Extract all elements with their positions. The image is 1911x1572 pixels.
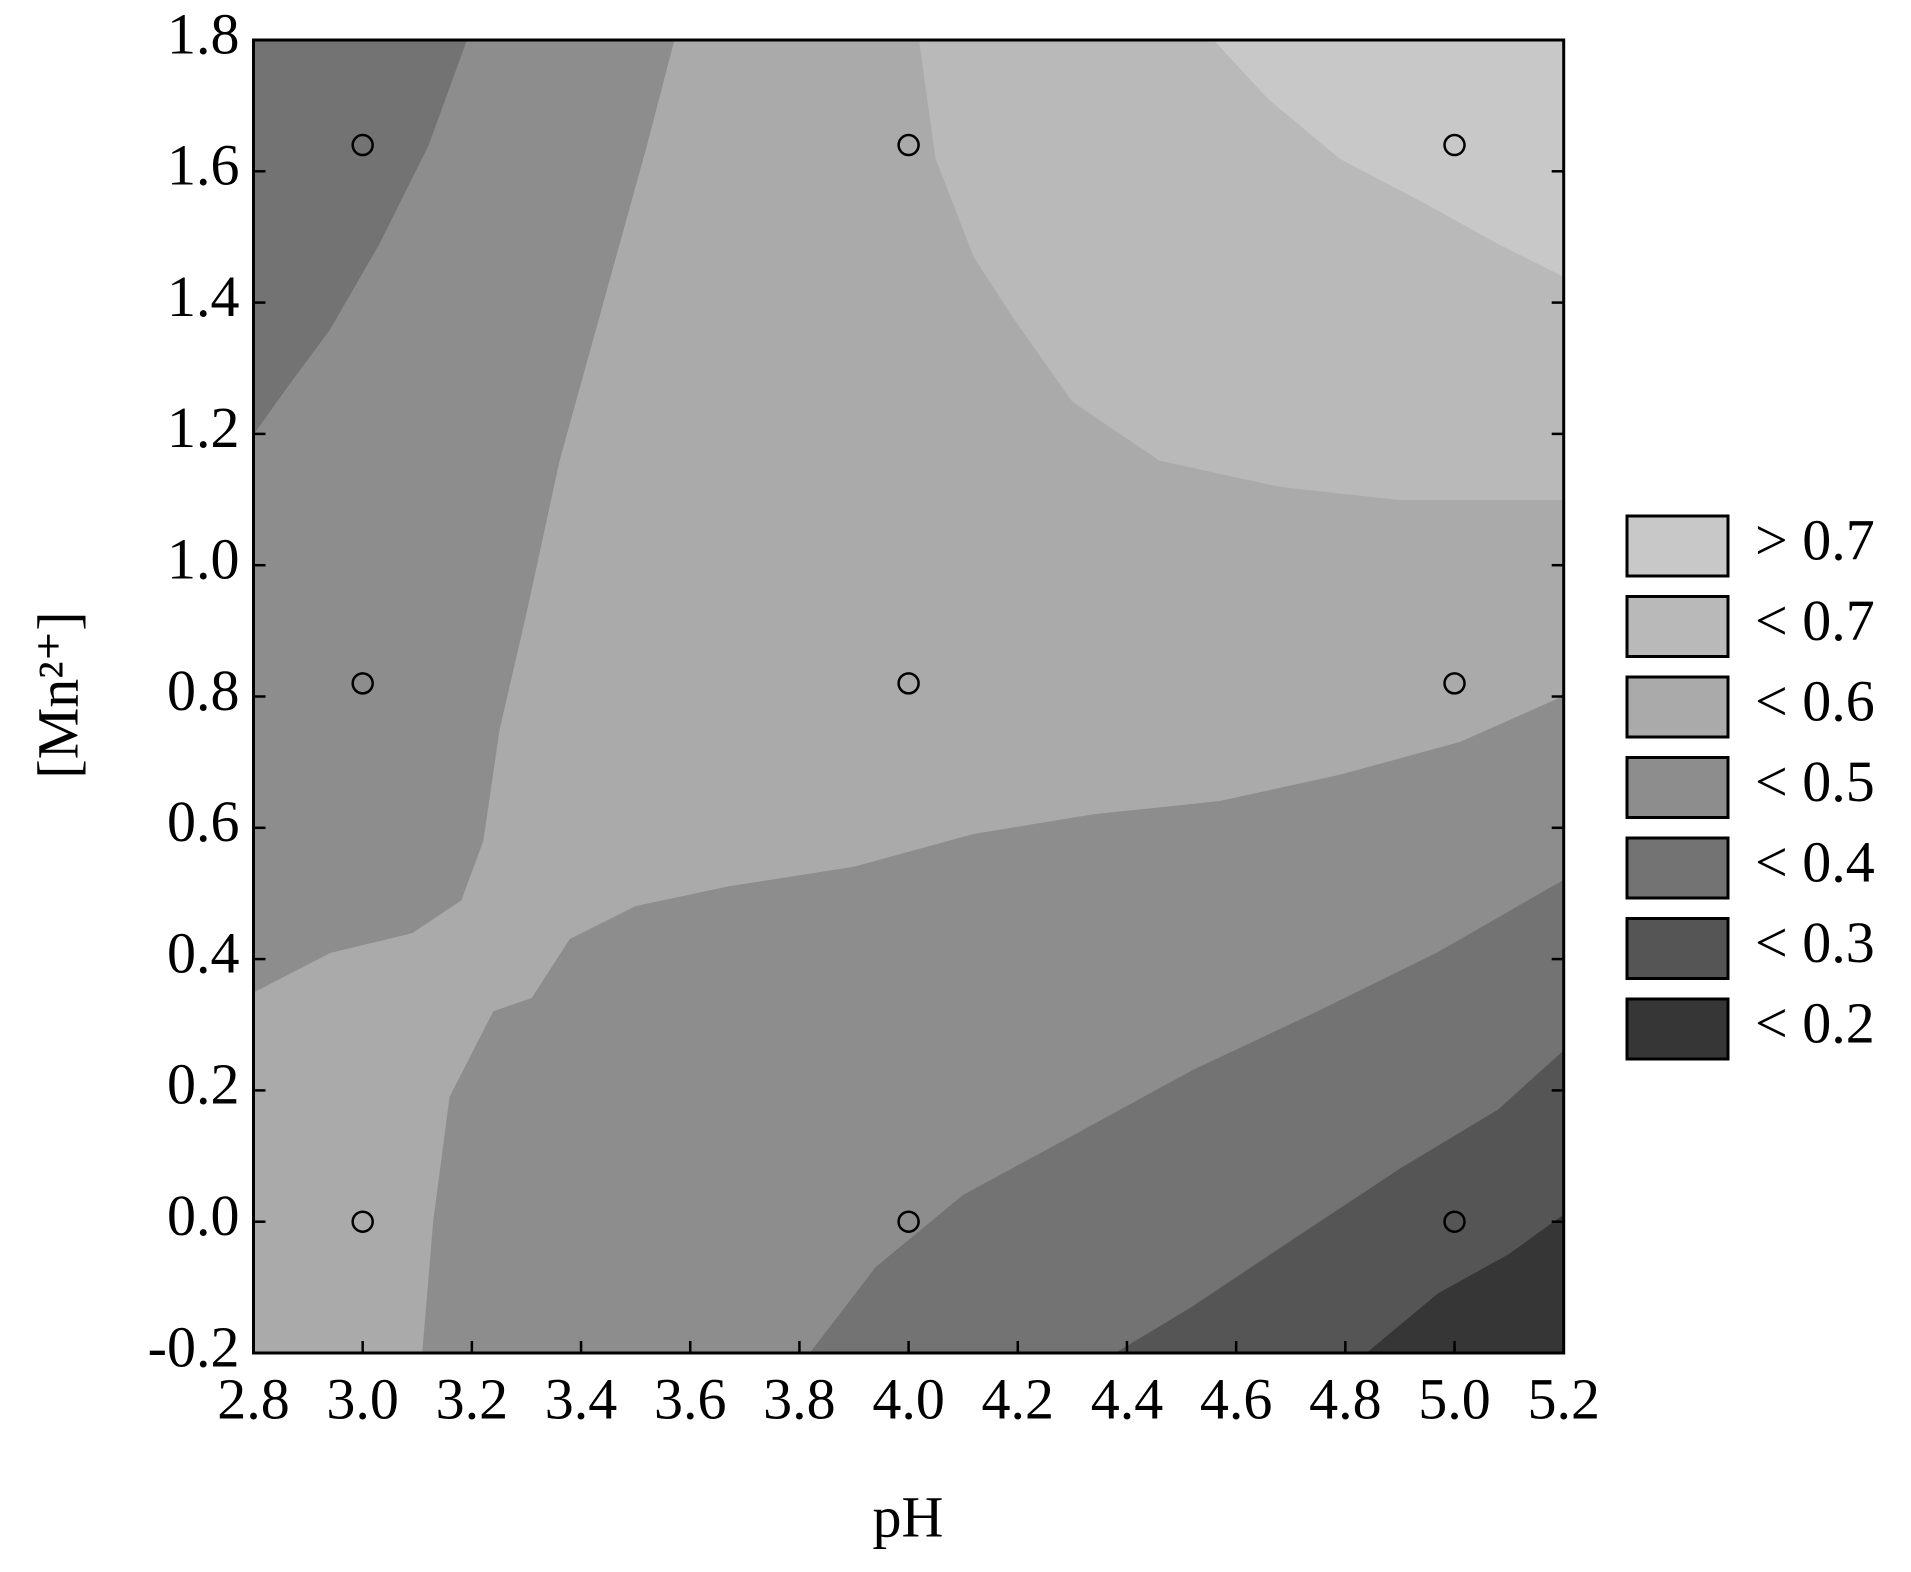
legend-swatch xyxy=(1625,514,1730,578)
x-tick-label: 3.8 xyxy=(763,1366,836,1431)
x-tick-label: 4.8 xyxy=(1309,1366,1382,1431)
design-point xyxy=(897,133,920,157)
design-point xyxy=(351,672,374,695)
y-tick-label: 1.4 xyxy=(167,264,240,329)
y-tick-label: 0.4 xyxy=(167,920,240,985)
design-point xyxy=(351,1210,374,1233)
design-point xyxy=(897,1210,920,1233)
x-tick-label: 4.0 xyxy=(872,1366,945,1431)
x-tick-label: 4.6 xyxy=(1200,1366,1273,1431)
x-tick-label: 3.2 xyxy=(436,1366,509,1431)
y-tick-label: 0.8 xyxy=(167,658,240,723)
x-tick-label: 4.4 xyxy=(1091,1366,1164,1431)
design-point xyxy=(1443,672,1466,695)
y-tick-label: 1.0 xyxy=(167,527,240,592)
y-tick-label: 0.6 xyxy=(167,789,240,854)
design-point xyxy=(1443,133,1466,157)
y-tick-label: 1.2 xyxy=(167,395,240,460)
x-tick-label: 5.2 xyxy=(1527,1366,1600,1431)
x-tick-label: 3.0 xyxy=(326,1366,399,1431)
legend-label: > 0.7 xyxy=(1755,507,1875,572)
y-axis-label: [Mn²⁺] xyxy=(25,611,90,778)
legend-label: < 0.2 xyxy=(1755,990,1875,1055)
x-tick-label: 3.4 xyxy=(545,1366,618,1431)
y-tick-label: -0.2 xyxy=(148,1314,240,1379)
legend-swatch xyxy=(1625,595,1730,658)
contour-region xyxy=(253,39,468,436)
legend-label: < 0.4 xyxy=(1755,829,1875,894)
legend-swatch xyxy=(1625,997,1730,1061)
legend-label: < 0.6 xyxy=(1755,668,1875,733)
design-point xyxy=(351,133,374,157)
x-tick-label: 3.6 xyxy=(654,1366,727,1431)
legend-label: < 0.5 xyxy=(1755,749,1875,814)
y-tick-label: 0.0 xyxy=(167,1183,240,1248)
design-point xyxy=(1443,1210,1466,1233)
y-tick-label: 0.2 xyxy=(167,1052,240,1117)
legend-swatch xyxy=(1625,836,1730,900)
design-point xyxy=(897,672,920,695)
y-tick-label: 1.6 xyxy=(167,133,240,198)
legend-label: < 0.7 xyxy=(1755,588,1875,653)
legend-swatch xyxy=(1625,917,1730,980)
legend-swatch xyxy=(1625,756,1730,819)
x-tick-label: 5.0 xyxy=(1418,1366,1491,1431)
x-tick-label: 4.2 xyxy=(982,1366,1055,1431)
legend-label: < 0.3 xyxy=(1755,910,1875,975)
y-tick-label: 1.8 xyxy=(167,1,240,66)
x-axis-label: pH xyxy=(873,1484,944,1549)
legend-swatch xyxy=(1625,675,1730,739)
x-tick-label: 2.8 xyxy=(217,1366,290,1431)
